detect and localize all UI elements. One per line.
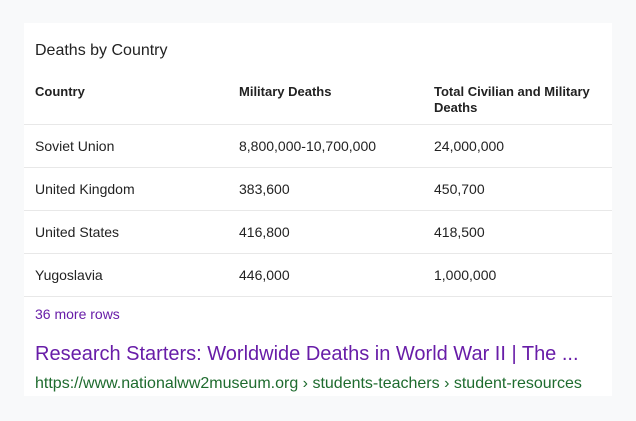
cell-total-deaths: 24,000,000 — [434, 138, 505, 154]
cell-military-deaths: 8,800,000-10,700,000 — [239, 138, 377, 154]
result-title-link[interactable]: Research Starters: Worldwide Deaths in W… — [35, 343, 579, 365]
result-url: https://www.nationalww2museum.org › stud… — [35, 375, 582, 392]
cell-military-deaths: 383,600 — [239, 181, 290, 197]
cell-country: Soviet Union — [35, 138, 115, 154]
column-header-total-deaths: Total Civilian and Military Deaths — [434, 84, 590, 115]
cell-total-deaths: 418,500 — [434, 224, 485, 240]
column-header-country: Country — [35, 84, 85, 99]
table-row: United Kingdom 383,600 450,700 — [24, 168, 612, 211]
cell-total-deaths: 450,700 — [434, 181, 485, 197]
cell-country: Yugoslavia — [35, 267, 103, 283]
table-heading: Deaths by Country — [35, 42, 168, 59]
table-row: United States 416,800 418,500 — [24, 211, 612, 254]
deaths-table: Country Military Deaths Total Civilian a… — [24, 75, 612, 297]
column-header-military-deaths: Military Deaths — [239, 84, 332, 99]
table-header-row: Country Military Deaths Total Civilian a… — [24, 75, 612, 125]
cell-total-deaths: 1,000,000 — [434, 267, 497, 283]
table-row: Soviet Union 8,800,000-10,700,000 24,000… — [24, 125, 612, 168]
table-row: Yugoslavia 446,000 1,000,000 — [24, 254, 612, 297]
cell-military-deaths: 416,800 — [239, 224, 290, 240]
cell-country: United Kingdom — [35, 181, 135, 197]
cell-military-deaths: 446,000 — [239, 267, 290, 283]
more-rows-link[interactable]: 36 more rows — [35, 306, 120, 322]
featured-snippet-card: Deaths by Country Country Military Death… — [24, 23, 612, 396]
cell-country: United States — [35, 224, 120, 240]
